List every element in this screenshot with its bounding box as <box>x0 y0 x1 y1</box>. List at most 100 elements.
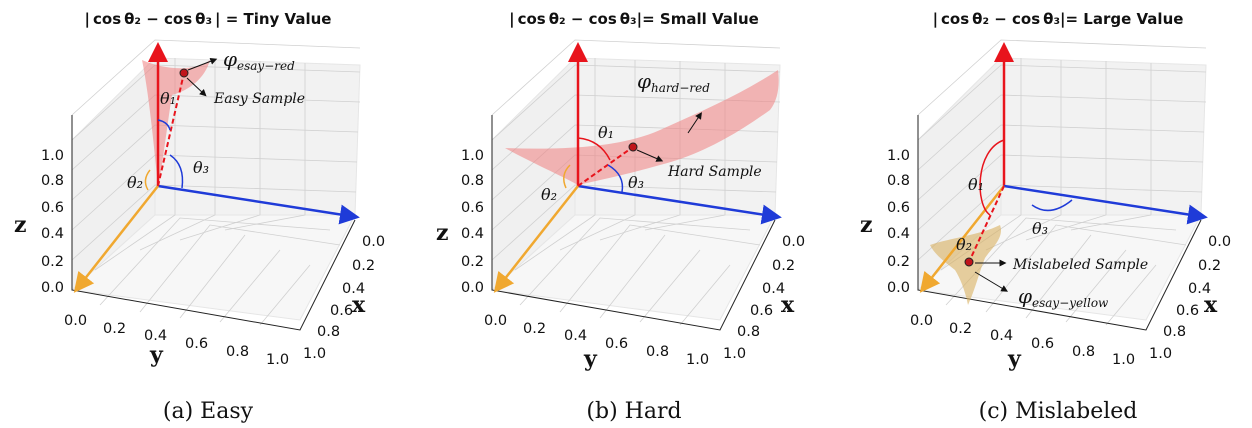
x-tick: 0.2 <box>1198 258 1221 274</box>
phi-pointer <box>187 57 218 71</box>
x-tick: 0.4 <box>342 281 365 297</box>
y-tick: 0.4 <box>990 328 1013 344</box>
z-axis-label: z <box>436 220 449 246</box>
x-tick: 0.2 <box>352 258 375 274</box>
y-tick: 0.0 <box>64 313 87 329</box>
y-axis-label: y <box>149 342 164 368</box>
x-tick: 0.0 <box>362 234 385 250</box>
y-tick: 0.8 <box>226 344 249 360</box>
theta2-arc <box>563 164 571 189</box>
theta1-arc <box>979 139 1005 216</box>
z-tick: 1.0 <box>887 148 910 164</box>
z-tick: 0.4 <box>41 226 64 242</box>
y-tick: 0.2 <box>523 321 546 337</box>
x-tick: 0.0 <box>1208 234 1231 250</box>
theta3-arc <box>169 154 184 189</box>
panel-title: | cos θ₂ − cos θ₃ | = Tiny Value <box>85 10 332 29</box>
z-tick: 0.4 <box>461 226 484 242</box>
sample-point <box>964 257 974 267</box>
z-axis-label: z <box>14 212 27 238</box>
sample-label: Mislabeled Sample <box>1012 257 1148 273</box>
x-tick: 0.4 <box>762 281 785 297</box>
x-ticks: 0.0 0.2 0.4 0.6 0.8 1.0 <box>303 234 385 362</box>
y-tick: 0.4 <box>564 328 587 344</box>
sample-label: Easy Sample <box>213 91 305 107</box>
sample-pointer <box>636 149 664 162</box>
x-tick: 0.6 <box>330 303 353 319</box>
axis-frame <box>917 115 1202 331</box>
theta3-label: θ₃ <box>193 158 209 177</box>
y-ticks: 0.0 0.2 0.4 0.6 0.8 1.0 <box>484 313 709 368</box>
axis-frame <box>71 115 356 331</box>
x-axis-label: x <box>781 292 795 318</box>
y-ticks: 0.0 0.2 0.4 0.6 0.8 1.0 <box>910 313 1135 368</box>
phi-label: φesay−red <box>223 47 295 73</box>
x-axis-label: x <box>352 292 366 318</box>
theta1-arc <box>577 137 611 161</box>
theta1-arc <box>157 119 171 131</box>
z-tick: 0.4 <box>887 226 910 242</box>
z-tick: 0.6 <box>461 200 484 216</box>
z-tick: 0.2 <box>41 254 64 270</box>
z-tick: 0.0 <box>887 280 910 296</box>
sample-point <box>179 68 189 78</box>
y-tick: 1.0 <box>266 352 289 368</box>
z-tick: 0.6 <box>887 200 910 216</box>
y-tick: 0.6 <box>1031 336 1054 352</box>
phi-pointer <box>974 271 1009 292</box>
y-tick: 0.6 <box>185 336 208 352</box>
sample-label: Hard Sample <box>667 164 762 180</box>
theta2-label: θ₂ <box>127 173 143 192</box>
panel-title: | cos θ₂ − cos θ₃|= Large Value <box>933 10 1184 29</box>
z-tick: 0.8 <box>41 173 64 189</box>
x-tick: 0.4 <box>1188 281 1211 297</box>
yellow-surface <box>930 225 1002 305</box>
x-tick: 0.8 <box>317 324 340 340</box>
x-tick: 0.2 <box>772 258 795 274</box>
caption: (c) Mislabeled <box>979 399 1138 424</box>
theta2-label: θ₂ <box>956 235 972 254</box>
y-tick: 0.0 <box>910 313 933 329</box>
caption: (a) Easy <box>163 399 254 424</box>
z-ticks: 0.0 0.2 0.4 0.6 0.8 1.0 <box>41 148 64 296</box>
z-tick: 0.2 <box>887 254 910 270</box>
z-ticks: 0.0 0.2 0.4 0.6 0.8 1.0 <box>461 148 484 296</box>
grid-lines <box>491 39 781 326</box>
sample-pointer <box>186 77 207 97</box>
x-tick: 0.0 <box>782 234 805 250</box>
theta1-label: θ₁ <box>598 123 614 142</box>
y-arrow <box>73 185 159 293</box>
x-ticks: 0.0 0.2 0.4 0.6 0.8 1.0 <box>723 234 805 362</box>
y-tick: 0.6 <box>605 336 628 352</box>
panel-mislabeled: | cos θ₂ − cos θ₃|= Large Value 0.0 0.2 … <box>860 10 1231 424</box>
y-axis-label: y <box>1007 346 1022 372</box>
axis-frame <box>491 115 776 331</box>
y-tick: 0.8 <box>646 344 669 360</box>
x-tick: 0.6 <box>1176 303 1199 319</box>
caption: (b) Hard <box>586 399 681 424</box>
z-tick: 0.8 <box>887 173 910 189</box>
theta2-label: θ₂ <box>541 185 557 204</box>
phi-label: φhard−red <box>637 69 710 95</box>
panel-hard: | cos θ₂ − cos θ₃|= Small Value 0.0 0.2 … <box>436 10 805 424</box>
y-tick: 1.0 <box>1112 352 1135 368</box>
x-tick: 1.0 <box>1149 346 1172 362</box>
y-tick: 0.0 <box>484 313 507 329</box>
theta3-label: θ₃ <box>628 173 644 192</box>
theta1-label: θ₁ <box>160 89 176 108</box>
y-arrow <box>919 185 1005 293</box>
theta3-label: θ₃ <box>1032 219 1048 238</box>
z-tick: 1.0 <box>41 148 64 164</box>
sample-vector <box>157 72 185 187</box>
x-tick: 0.8 <box>1163 324 1186 340</box>
sample-vector <box>577 146 634 187</box>
z-tick: 1.0 <box>461 148 484 164</box>
y-arrow <box>493 185 579 293</box>
x-arrow <box>1003 184 1208 225</box>
x-tick: 0.6 <box>750 303 773 319</box>
x-arrow <box>577 184 782 225</box>
y-tick: 0.4 <box>144 328 167 344</box>
z-tick: 0.2 <box>461 254 484 270</box>
panel-easy: | cos θ₂ − cos θ₃ | = Tiny Value 0.0 <box>14 10 385 424</box>
